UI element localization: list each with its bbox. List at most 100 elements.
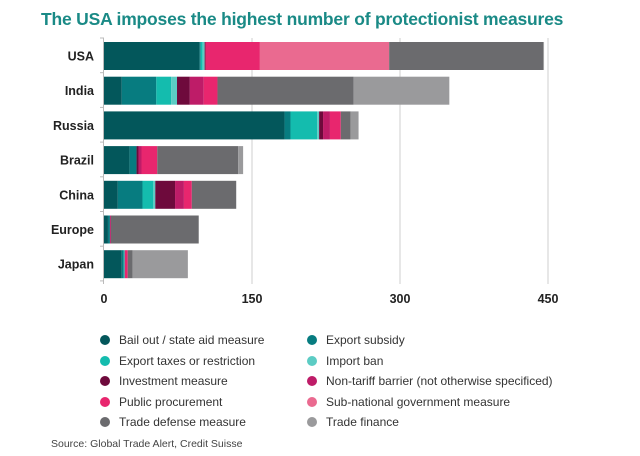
bar-segment-europe-5 — [109, 215, 111, 244]
bar-segment-japan-1 — [121, 250, 124, 279]
legend-label: Non-tariff barrier (not otherwise specif… — [326, 374, 553, 388]
bar-segment-russia-1 — [284, 111, 291, 140]
legend-label: Export subsidy — [326, 333, 405, 347]
bar-segment-russia-4 — [319, 111, 324, 140]
category-label-brazil: Brazil — [60, 154, 94, 168]
bar-segment-japan-2 — [123, 250, 125, 279]
chart-title: The USA imposes the highest number of pr… — [41, 9, 564, 29]
bar-segment-usa-9 — [543, 42, 545, 70]
bar-segment-usa-4 — [204, 42, 206, 70]
bar-segment-china-8 — [191, 180, 237, 209]
bar-segment-russia-8 — [340, 111, 351, 140]
bar-chart: USA India Russia Brazil China Europe Japan 0 15… — [51, 37, 559, 306]
bar-segment-russia-5 — [323, 111, 330, 140]
legend-item: Bail out / state aid measure — [100, 333, 264, 347]
bar-segment-russia-6 — [329, 111, 341, 140]
legend-item: Sub-national government measure — [307, 395, 510, 409]
bar-segment-brazil-5 — [138, 146, 142, 175]
bar-segment-europe-0 — [104, 215, 108, 244]
x-tick-label: 300 — [390, 292, 411, 306]
bar-segment-india-8 — [217, 76, 354, 105]
legend-item: Investment measure — [100, 374, 228, 388]
axes — [100, 37, 104, 284]
x-tick-label: 0 — [101, 292, 108, 306]
category-label-china: China — [59, 188, 95, 202]
bar-segment-russia-0 — [104, 111, 285, 140]
gridlines — [251, 38, 549, 284]
bar-segment-china-0 — [104, 180, 118, 209]
bar-segment-russia-2 — [290, 111, 318, 140]
bar-segment-brazil-6 — [141, 146, 158, 175]
bar-segment-china-4 — [155, 180, 176, 209]
bar-segment-japan-0 — [104, 250, 122, 279]
bar-segment-usa-1 — [199, 42, 201, 70]
bar-segment-russia-9 — [350, 111, 359, 140]
legend-swatch-icon — [100, 396, 110, 407]
bar-segment-india-3 — [171, 76, 178, 105]
bar-segment-india-6 — [203, 76, 218, 105]
bar-segment-usa-6 — [205, 42, 260, 70]
tick-labels: 0 150 300 450 — [101, 292, 559, 306]
legend-item: Export subsidy — [307, 333, 405, 347]
bar-segment-india-4 — [177, 76, 190, 105]
bar-segment-brazil-4 — [136, 146, 139, 175]
legend-item: Non-tariff barrier (not otherwise specif… — [307, 374, 553, 388]
bar-segment-japan-9 — [132, 250, 188, 279]
bar-segment-china-6 — [183, 180, 192, 209]
legend-swatch-icon — [307, 355, 317, 366]
legend-item: Import ban — [307, 354, 383, 368]
x-tick-label: 150 — [242, 292, 263, 306]
bar-segment-usa-2 — [200, 42, 203, 70]
legend-swatch-icon — [100, 335, 110, 345]
category-label-japan: Japan — [58, 258, 94, 272]
bar-segment-europe-8 — [110, 215, 199, 244]
legend-swatch-icon — [100, 376, 110, 386]
legend-label: Sub-national government measure — [326, 394, 511, 409]
legend-item: Trade defense measure — [100, 415, 246, 429]
category-label-usa: USA — [68, 50, 94, 64]
legend-label: Bail out / state aid measure — [119, 333, 265, 347]
category-label-russia: Russia — [53, 119, 95, 133]
legend-label: Investment measure — [119, 374, 228, 388]
bar-segment-russia-3 — [317, 111, 320, 140]
bar-segment-china-1 — [117, 180, 143, 209]
category-labels: USA India Russia Brazil China Europe Japan — [51, 50, 95, 272]
legend-item: Public procurement — [100, 395, 222, 409]
legend-swatch-icon — [307, 396, 317, 407]
bar-segment-brazil-1 — [129, 146, 137, 175]
category-label-india: India — [65, 84, 95, 98]
bar-segment-europe-1 — [107, 215, 110, 244]
legend-label: Trade finance — [326, 415, 399, 429]
bar-segment-usa-7 — [259, 42, 390, 70]
bar-segment-india-2 — [156, 76, 172, 105]
bar-segment-india-1 — [121, 76, 157, 105]
legend-item: Export taxes or restriction — [100, 354, 255, 368]
bar-segment-brazil-9 — [238, 146, 244, 175]
bar-segment-usa-8 — [389, 42, 544, 70]
legend-label: Trade defense measure — [119, 415, 246, 429]
bar-segment-japan-8 — [127, 250, 133, 279]
legend-label: Export taxes or restriction — [119, 353, 256, 368]
bar-segment-usa-3 — [202, 42, 205, 70]
bar-segment-china-3 — [153, 180, 156, 209]
bar-segment-brazil-8 — [157, 146, 239, 175]
legend-item: Trade finance — [307, 415, 399, 429]
legend-swatch-icon — [307, 335, 317, 345]
bar-segment-china-2 — [142, 180, 154, 209]
legend-label: Public procurement — [119, 394, 223, 409]
bar-segment-india-5 — [189, 76, 204, 105]
bar-segment-india-0 — [104, 76, 122, 105]
bar-segment-japan-6 — [124, 250, 128, 279]
x-tick-label: 450 — [538, 292, 559, 306]
legend-swatch-icon — [307, 376, 317, 386]
legend-swatch-icon — [307, 417, 317, 427]
bar-segment-brazil-0 — [104, 146, 130, 175]
bar-segment-usa-0 — [104, 42, 200, 70]
category-label-europe: Europe — [51, 223, 94, 237]
legend-swatch-icon — [100, 417, 110, 427]
source-note: Source: Global Trade Alert, Credit Suiss… — [51, 438, 243, 450]
bars — [104, 42, 545, 279]
legend-swatch-icon — [100, 355, 110, 366]
bar-segment-china-5 — [175, 180, 184, 209]
bar-segment-india-9 — [353, 76, 450, 105]
